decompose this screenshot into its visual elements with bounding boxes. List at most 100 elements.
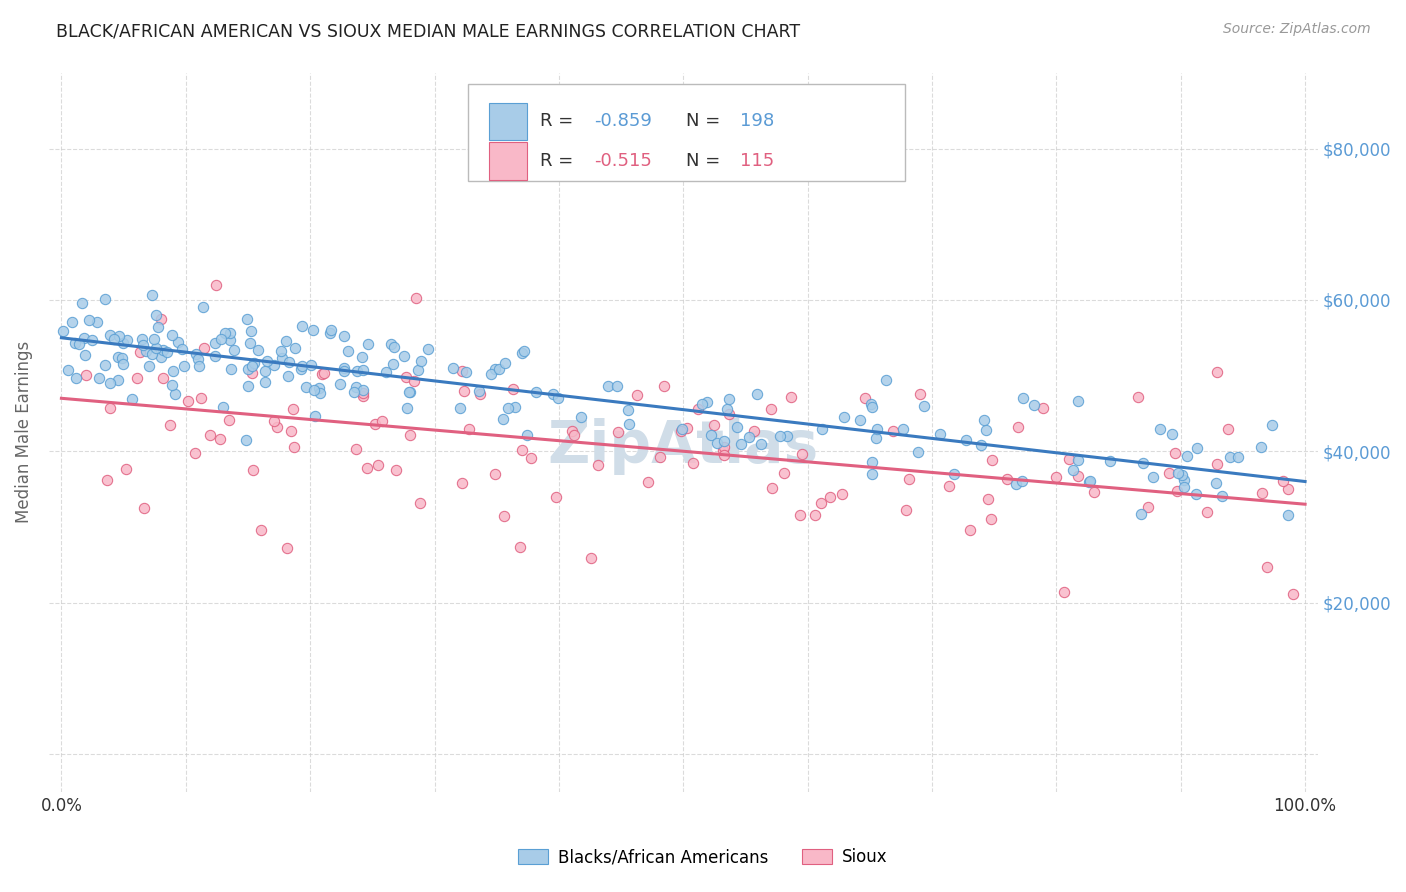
Point — [135, 344, 157, 359]
Point — [1011, 475, 1033, 489]
Point — [977, 492, 1000, 507]
Point — [742, 425, 765, 439]
Point — [318, 326, 340, 340]
Point — [1185, 487, 1208, 501]
Point — [1012, 391, 1035, 405]
Point — [89, 371, 111, 385]
Point — [96, 473, 118, 487]
Text: 115: 115 — [741, 152, 775, 170]
Point — [860, 401, 883, 415]
Point — [204, 349, 226, 363]
Point — [160, 378, 183, 392]
Point — [129, 344, 152, 359]
Point — [1007, 420, 1029, 434]
Point — [418, 343, 440, 357]
Point — [308, 381, 330, 395]
Point — [1032, 401, 1054, 415]
Point — [494, 356, 516, 370]
Point — [209, 432, 232, 446]
Text: -0.515: -0.515 — [595, 152, 652, 170]
Point — [859, 397, 882, 411]
Point — [648, 450, 671, 464]
Point — [352, 389, 374, 403]
Point — [713, 440, 735, 454]
Point — [1226, 450, 1249, 464]
Point — [974, 423, 997, 437]
Point — [703, 417, 725, 432]
Point — [713, 448, 735, 462]
Point — [94, 358, 117, 372]
Point — [810, 422, 832, 436]
Point — [291, 359, 314, 373]
Point — [190, 391, 212, 405]
Point — [980, 512, 1002, 526]
Point — [512, 346, 534, 360]
Point — [301, 323, 323, 337]
Point — [329, 376, 352, 391]
Point — [236, 379, 259, 393]
Point — [148, 320, 170, 334]
Point — [516, 428, 538, 442]
Point — [569, 409, 592, 424]
Point — [394, 349, 416, 363]
Point — [75, 368, 97, 383]
Point — [1173, 473, 1195, 487]
Point — [606, 425, 628, 439]
Point — [311, 367, 333, 381]
Point — [240, 359, 263, 374]
Point — [503, 400, 526, 414]
Point — [69, 336, 91, 351]
Point — [145, 341, 167, 355]
Point — [266, 419, 288, 434]
Point — [177, 393, 200, 408]
Point — [626, 388, 648, 402]
Text: -0.859: -0.859 — [595, 112, 652, 130]
Point — [1167, 466, 1189, 480]
Point — [451, 364, 474, 378]
Point — [1277, 482, 1299, 496]
Point — [776, 429, 799, 443]
Point — [1132, 456, 1154, 470]
Point — [1066, 453, 1088, 467]
Point — [56, 362, 79, 376]
Point — [132, 338, 155, 352]
Point — [406, 363, 429, 377]
Point — [706, 436, 728, 450]
FancyBboxPatch shape — [468, 84, 905, 181]
Point — [290, 362, 312, 376]
Point — [929, 426, 952, 441]
Point — [449, 401, 471, 415]
Point — [1256, 560, 1278, 574]
Point — [108, 329, 131, 343]
Point — [598, 378, 620, 392]
Point — [1126, 390, 1149, 404]
Point — [682, 456, 704, 470]
Point — [810, 496, 832, 510]
Point — [513, 343, 536, 358]
Point — [187, 359, 209, 374]
Point — [496, 401, 519, 416]
Point — [981, 452, 1004, 467]
Point — [65, 335, 87, 350]
Point — [398, 385, 420, 400]
Point — [761, 481, 783, 495]
Point — [405, 291, 427, 305]
Point — [333, 361, 356, 376]
Point — [193, 301, 215, 315]
Point — [256, 354, 278, 368]
Point — [780, 390, 803, 404]
Point — [276, 541, 298, 556]
Point — [395, 369, 418, 384]
Point — [367, 458, 389, 472]
Point — [385, 463, 408, 477]
Point — [238, 362, 260, 376]
Point — [253, 364, 276, 378]
Point — [586, 458, 609, 472]
Point — [453, 384, 475, 398]
Point — [717, 392, 740, 406]
Point — [263, 414, 285, 428]
Point — [73, 330, 96, 344]
Text: 198: 198 — [741, 112, 775, 130]
Point — [865, 431, 887, 445]
Point — [1281, 587, 1303, 601]
